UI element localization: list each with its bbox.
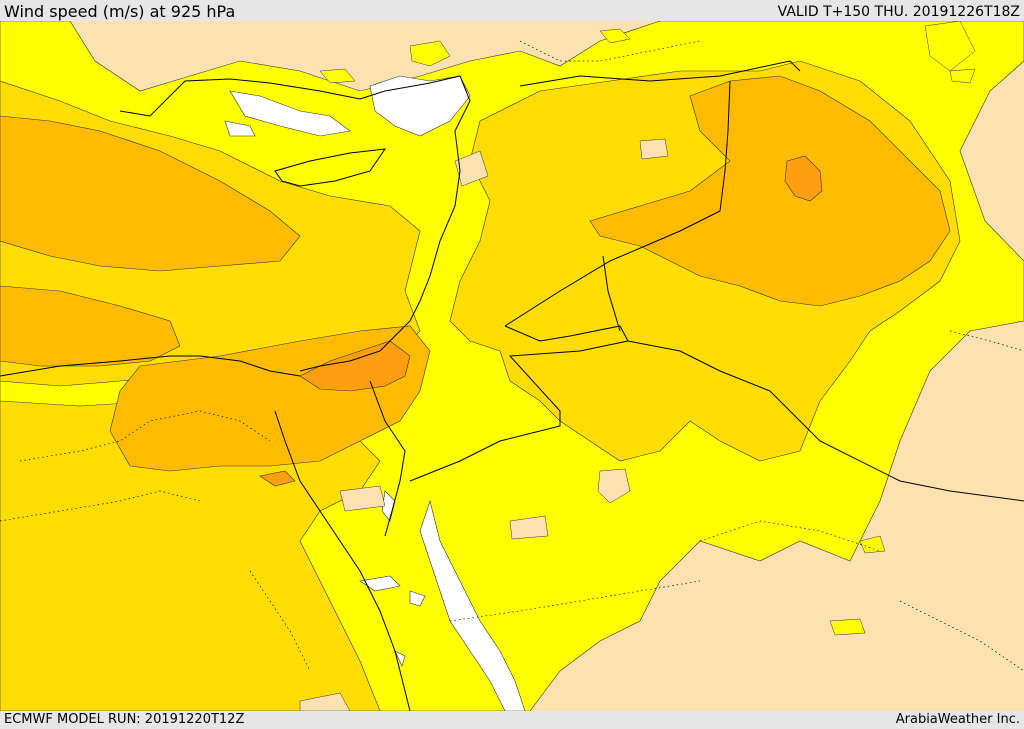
gulf-of-suez xyxy=(274,410,361,572)
border-vertical xyxy=(602,255,621,332)
light-patches xyxy=(299,138,669,711)
boundaries xyxy=(0,60,1024,711)
red-sea-coast xyxy=(359,570,411,711)
coastline-anatolia xyxy=(119,75,471,132)
header-bar: Wind speed (m/s) at 925 hPa VALID T+150 … xyxy=(0,0,1024,21)
wind-band-amber xyxy=(0,75,951,472)
water-area xyxy=(224,75,526,711)
map-title: Wind speed (m/s) at 925 hPa xyxy=(4,2,236,21)
border-east-1 xyxy=(519,60,801,87)
border-saudi xyxy=(627,340,1024,502)
border-jordan xyxy=(409,325,629,482)
model-run-label: ECMWF MODEL RUN: 20191220T12Z xyxy=(4,712,245,727)
gulf-of-aqaba xyxy=(384,450,406,537)
wind-patches xyxy=(319,21,976,636)
wind-band-orange xyxy=(259,155,823,487)
cyprus xyxy=(274,148,387,187)
sinai-border xyxy=(369,380,406,452)
border-iraq xyxy=(504,80,731,327)
valid-time-label: VALID T+150 THU. 20191226T18Z xyxy=(777,4,1020,20)
province-borders xyxy=(0,40,1024,672)
north-africa-coast xyxy=(0,355,301,377)
levant-coast xyxy=(299,130,461,372)
wind-speed-map[interactable] xyxy=(0,21,1024,711)
credit-label: ArabiaWeather Inc. xyxy=(895,712,1020,727)
footer-bar: ECMWF MODEL RUN: 20191220T12Z ArabiaWeat… xyxy=(0,711,1024,729)
